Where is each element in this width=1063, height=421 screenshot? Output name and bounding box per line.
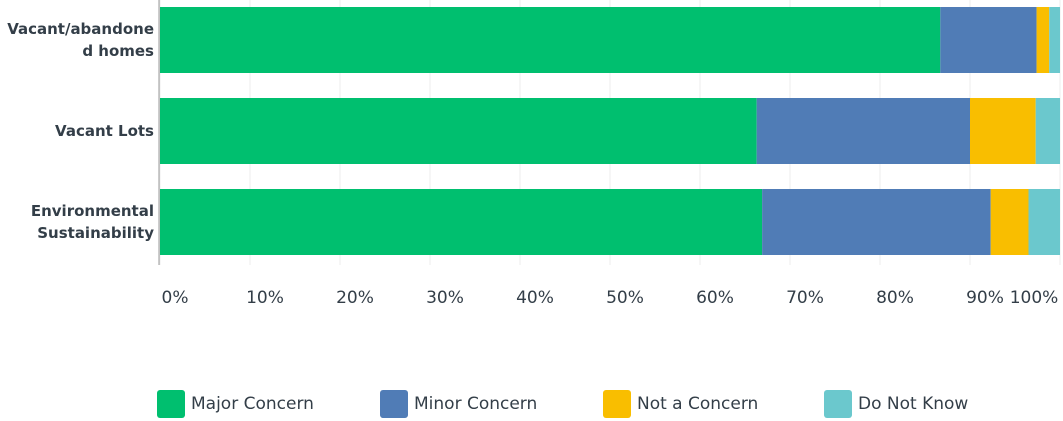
x-tick-label: 90% [966,288,1004,308]
legend-label: Not a Concern [637,394,758,414]
x-tick-label: 10% [246,288,284,308]
bar-segment [756,98,970,164]
legend-swatch [157,390,185,418]
bar-segment [970,98,1036,164]
x-tick-label: 40% [516,288,554,308]
legend-swatch [603,390,631,418]
x-tick-label: 70% [786,288,824,308]
bar-segment [990,189,1029,255]
legend-label: Minor Concern [414,394,537,414]
bar-segment [1028,189,1060,255]
category-label: Vacant Lots [55,122,154,140]
x-tick-label: 0% [162,288,189,308]
x-tick-label: 20% [336,288,374,308]
bar-segment [1035,98,1060,164]
category-label: Vacant/abandoned homes [7,20,154,60]
legend-label: Major Concern [191,394,314,414]
x-tick-label: 100% [1010,288,1059,308]
bar-segment [762,189,991,255]
legend-swatch [380,390,408,418]
x-tick-label: 50% [606,288,644,308]
bar-segment [940,7,1037,73]
legend-label: Do Not Know [858,394,968,414]
bar-segment [160,98,757,164]
category-label: Environmental Sustainability [30,202,154,242]
bar-segment [160,189,763,255]
x-tick-label: 60% [696,288,734,308]
legend-swatch [824,390,852,418]
x-tick-label: 80% [876,288,914,308]
bar-segment [1049,7,1060,73]
bar-segment [160,7,941,73]
x-tick-label: 30% [426,288,464,308]
bar-segment [1036,7,1050,73]
